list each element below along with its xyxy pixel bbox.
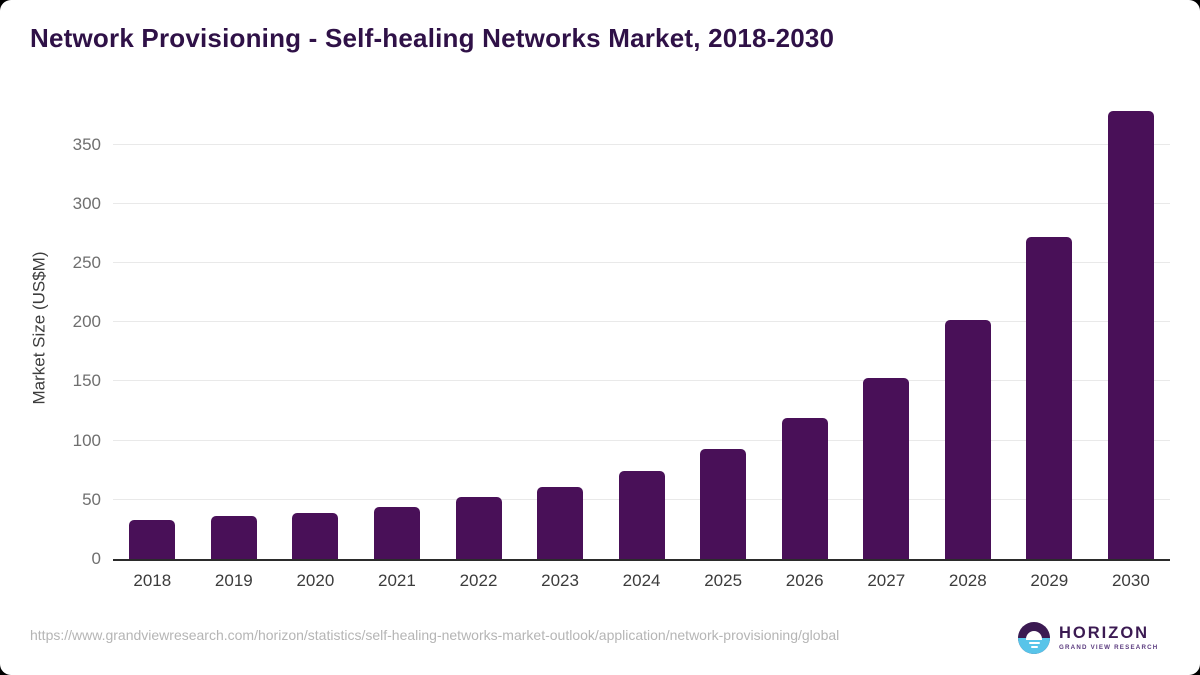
gridline-100 <box>113 439 1170 441</box>
bar-2020 <box>292 512 339 559</box>
y-tick-labels: 0 50 100 150 200 250 300 350 <box>20 96 101 567</box>
y-tick-300: 300 <box>72 193 101 213</box>
x-tick-2028: 2028 <box>948 571 987 590</box>
x-tick-2021: 2021 <box>378 571 416 590</box>
logo-text-block: HORIZON GRAND VIEW RESEARCH <box>1059 625 1158 651</box>
x-tick-2030: 2030 <box>1111 571 1150 590</box>
bar-2024 <box>618 471 665 559</box>
horizon-sun-icon <box>1018 622 1050 654</box>
bar-2025 <box>700 448 747 559</box>
bar-2026 <box>781 418 828 559</box>
y-tick-0: 0 <box>91 549 101 568</box>
logo-sun-shape <box>1026 631 1042 640</box>
bar-2021 <box>373 506 420 559</box>
x-tick-2029: 2029 <box>1030 571 1069 590</box>
logo-subbrand: GRAND VIEW RESEARCH <box>1059 644 1159 651</box>
x-tick-2019: 2019 <box>214 571 253 590</box>
x-tick-labels: 2018 2019 2020 2021 2022 2023 2024 2025 2026 2027… <box>113 565 1170 591</box>
horizon-logo: HORIZON GRAND VIEW RESEARCH <box>1018 622 1158 654</box>
plot-area <box>113 96 1170 561</box>
y-tick-200: 200 <box>72 312 101 332</box>
x-tick-2025: 2025 <box>704 571 743 590</box>
y-tick-50: 50 <box>82 489 101 509</box>
y-tick-250: 250 <box>72 252 101 272</box>
logo-reflection-line-2 <box>1030 646 1038 648</box>
x-tick-2020: 2020 <box>296 571 335 590</box>
bar-2022 <box>455 497 502 559</box>
y-tick-150: 150 <box>72 371 101 391</box>
bar-2018 <box>129 519 176 559</box>
bar-2027 <box>863 377 910 559</box>
x-tick-2022: 2022 <box>459 571 498 590</box>
y-tick-350: 350 <box>72 134 101 154</box>
bar-2028 <box>944 319 991 559</box>
bar-2030 <box>1107 111 1154 559</box>
gridline-150 <box>113 380 1170 382</box>
x-tick-2023: 2023 <box>541 571 579 590</box>
logo-reflection-line-1 <box>1028 642 1040 644</box>
bar-2019 <box>210 516 257 559</box>
source-url: https://www.grandviewresearch.com/horizo… <box>30 627 840 643</box>
y-tick-100: 100 <box>72 430 101 450</box>
logo-brand: HORIZON <box>1059 624 1150 642</box>
gridline-350 <box>113 143 1170 145</box>
x-tick-2026: 2026 <box>785 571 824 590</box>
x-tick-2024: 2024 <box>622 571 661 590</box>
bar-2023 <box>537 486 584 559</box>
gridline-250 <box>113 261 1170 263</box>
chart-title: Network Provisioning - Self-healing Netw… <box>30 23 835 53</box>
bar-2029 <box>1026 236 1073 559</box>
gridline-300 <box>113 202 1170 204</box>
x-tick-2018: 2018 <box>133 571 172 590</box>
x-tick-2027: 2027 <box>867 571 906 590</box>
gridline-200 <box>113 321 1170 323</box>
